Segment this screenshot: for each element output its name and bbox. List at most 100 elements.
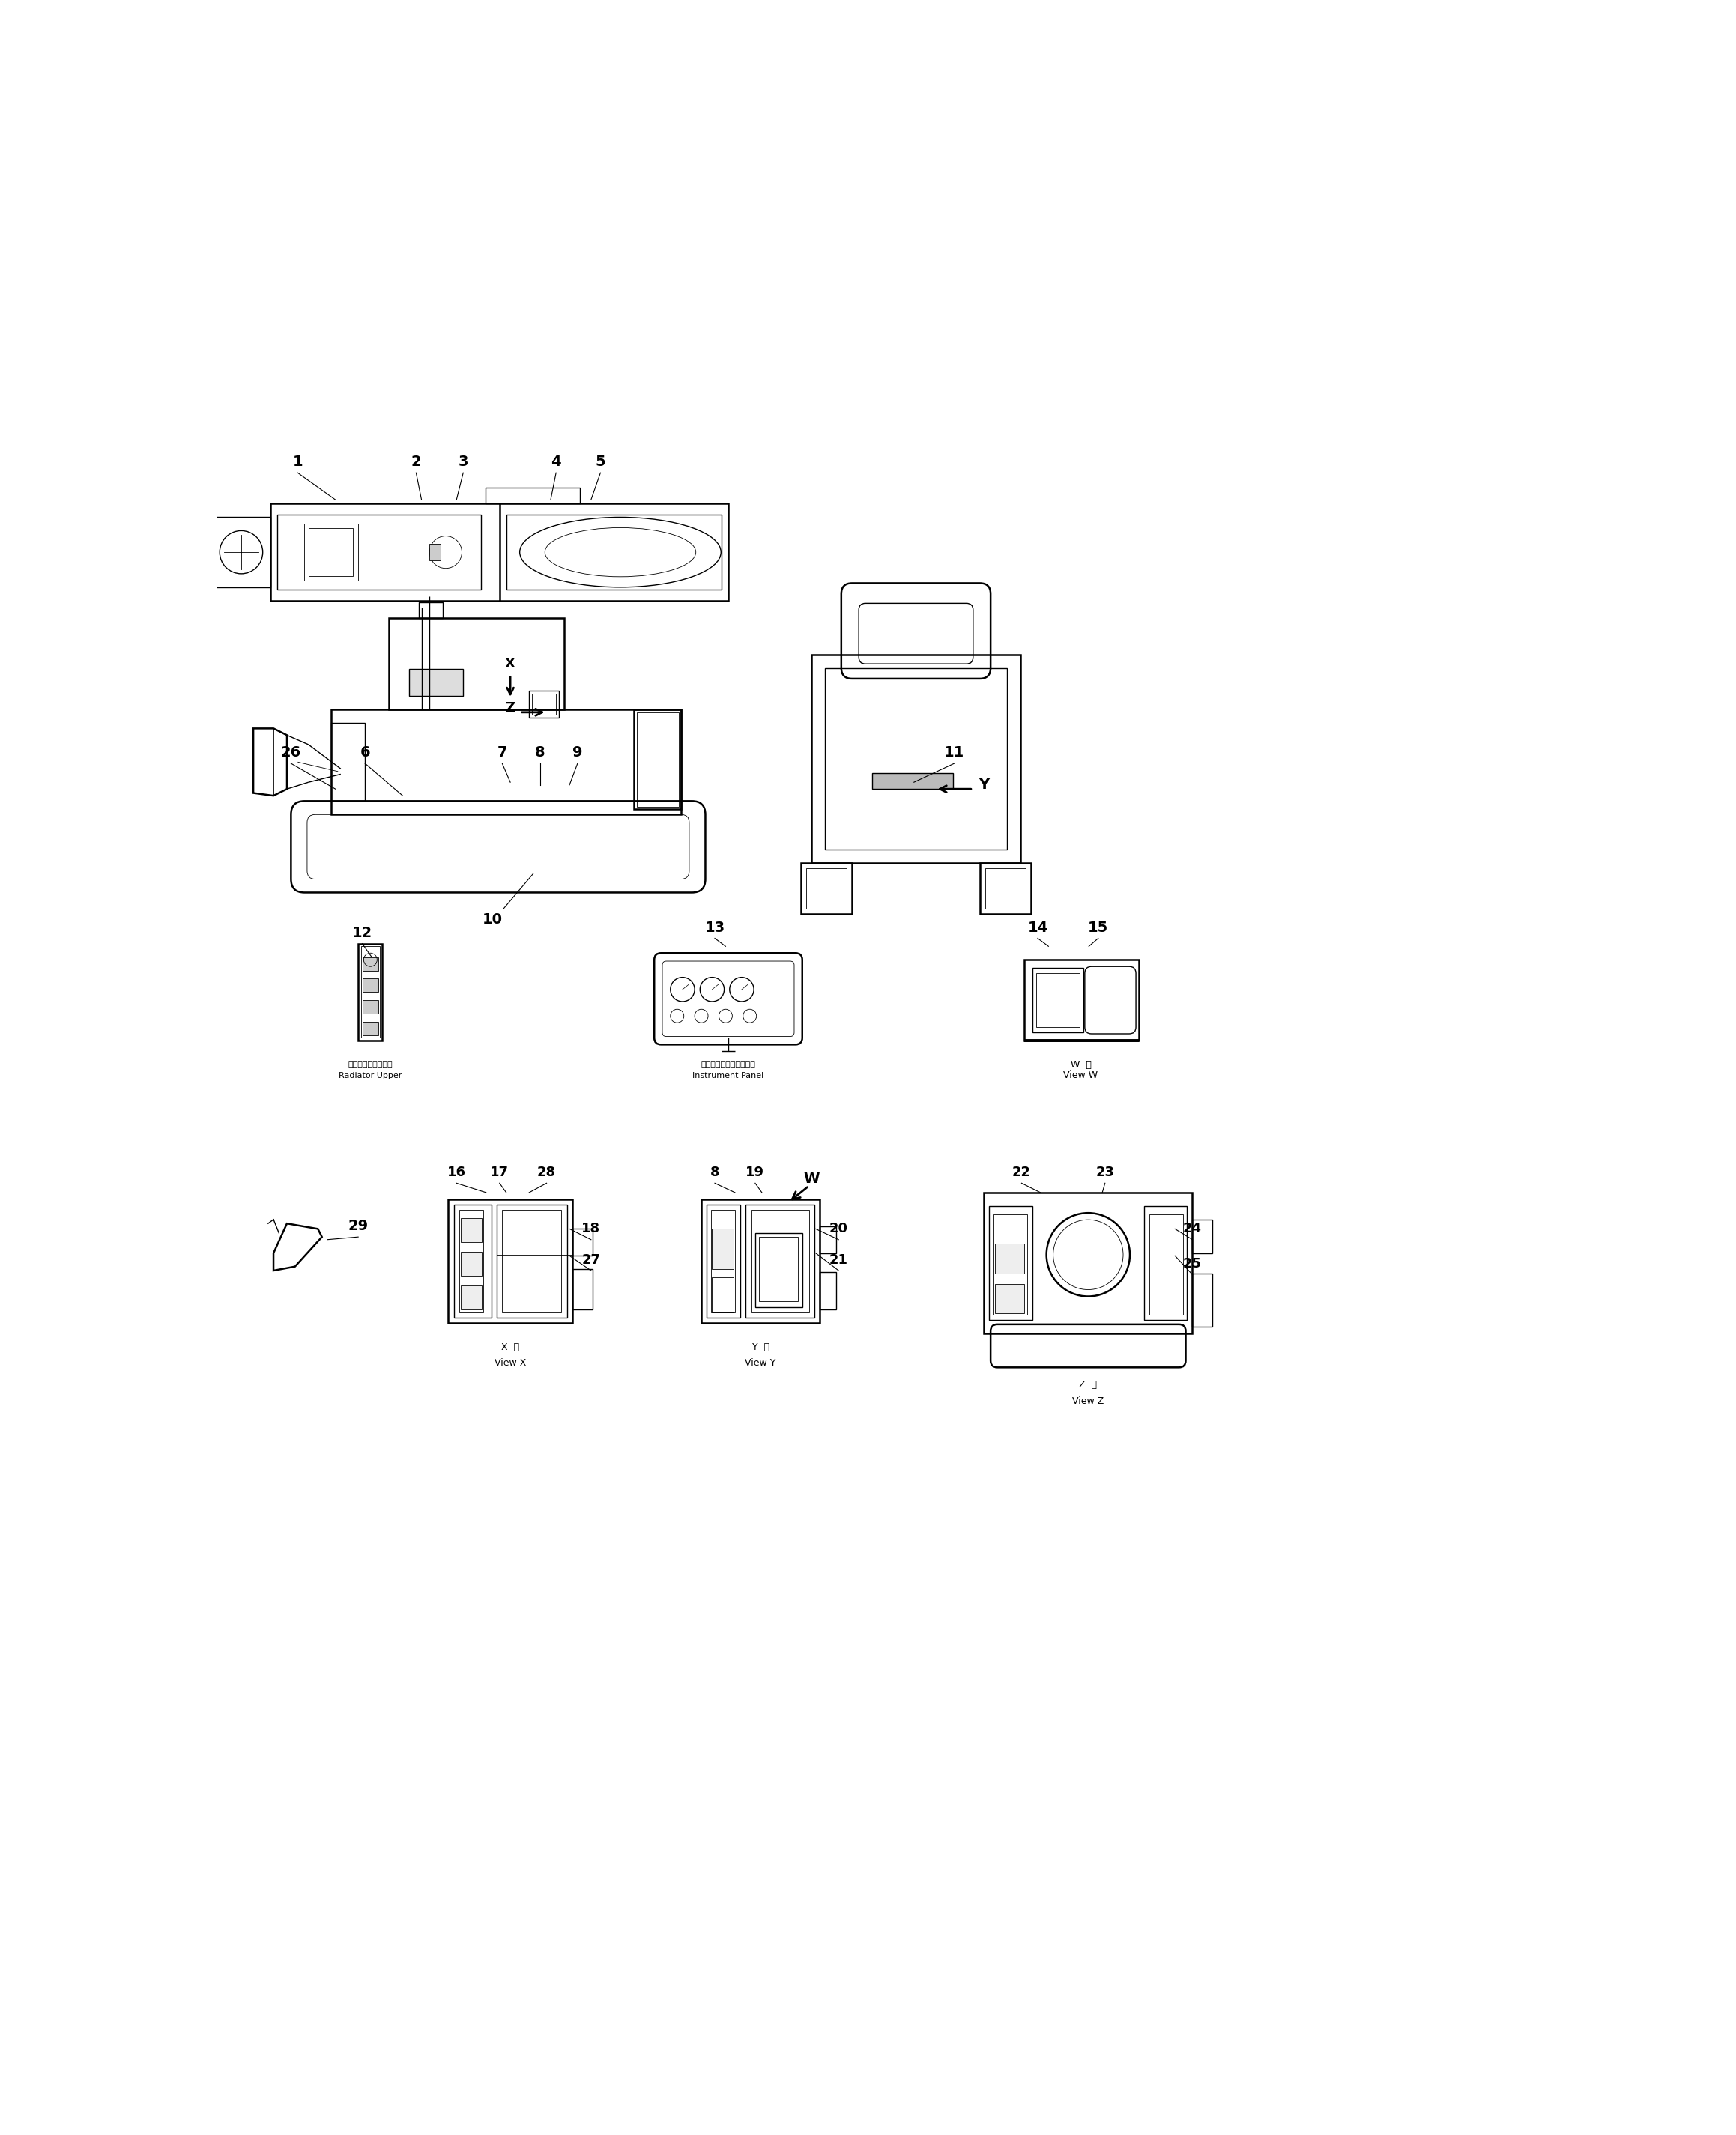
Bar <box>634 709 681 809</box>
Bar <box>486 487 580 504</box>
Text: Z: Z <box>505 702 516 715</box>
Text: 14: 14 <box>1028 920 1049 935</box>
Text: W  視: W 視 <box>1071 1059 1092 1070</box>
Bar <box>712 1277 734 1313</box>
Bar <box>752 1211 809 1313</box>
Bar <box>358 944 382 1040</box>
Bar <box>995 1283 1024 1313</box>
Text: W: W <box>804 1172 819 1187</box>
Text: ラジエータアッパー: ラジエータアッパー <box>347 1061 392 1068</box>
Text: View Z: View Z <box>1073 1396 1104 1405</box>
Text: 6: 6 <box>359 745 370 760</box>
Bar <box>410 668 464 696</box>
Bar <box>460 1211 483 1313</box>
Text: Instrument Panel: Instrument Panel <box>693 1072 764 1078</box>
Bar <box>990 1206 1033 1319</box>
Bar <box>1144 1206 1187 1319</box>
Text: 29: 29 <box>349 1219 368 1234</box>
Bar <box>460 1251 483 1277</box>
Text: View W: View W <box>1064 1070 1099 1080</box>
Bar <box>1036 974 1080 1027</box>
Text: 26: 26 <box>281 745 302 760</box>
Bar <box>453 1204 491 1317</box>
Bar <box>531 694 556 715</box>
Text: 18: 18 <box>582 1221 601 1236</box>
Bar <box>701 1200 819 1324</box>
Bar <box>332 709 681 816</box>
Bar <box>759 1236 799 1302</box>
Text: 9: 9 <box>573 745 583 760</box>
Text: Y: Y <box>979 777 990 792</box>
Bar <box>755 1232 802 1307</box>
Bar <box>502 1211 561 1313</box>
Text: 22: 22 <box>1012 1166 1031 1179</box>
Bar <box>712 1230 734 1268</box>
Bar <box>979 863 1031 914</box>
Bar <box>993 1215 1028 1315</box>
Bar <box>1193 1219 1212 1253</box>
Bar <box>573 1268 592 1309</box>
Text: 10: 10 <box>483 912 503 927</box>
Text: 7: 7 <box>496 745 507 760</box>
Bar <box>800 863 852 914</box>
Bar <box>825 668 1007 850</box>
Text: 12: 12 <box>352 927 373 939</box>
Text: Z  視: Z 視 <box>1080 1379 1097 1390</box>
Bar <box>746 1204 814 1317</box>
Bar <box>871 773 953 790</box>
Text: View Y: View Y <box>745 1358 776 1369</box>
Text: 16: 16 <box>448 1166 465 1179</box>
Bar <box>707 1204 740 1317</box>
Bar <box>1024 961 1139 1040</box>
Bar <box>271 504 729 600</box>
Bar <box>573 1230 592 1255</box>
Text: 25: 25 <box>1182 1258 1201 1270</box>
Bar <box>361 946 380 1038</box>
Text: X: X <box>505 658 516 670</box>
Text: 21: 21 <box>830 1253 847 1266</box>
Bar <box>363 956 378 971</box>
Bar <box>812 655 1021 863</box>
Bar <box>460 1285 483 1309</box>
Bar <box>304 523 358 581</box>
Text: View X: View X <box>495 1358 526 1369</box>
Bar <box>278 515 481 589</box>
Text: 2: 2 <box>411 455 422 470</box>
Bar <box>363 978 378 993</box>
Text: 4: 4 <box>550 455 561 470</box>
Bar <box>637 713 679 807</box>
Text: X  視: X 視 <box>502 1343 519 1351</box>
Bar <box>460 1219 483 1243</box>
Text: 8: 8 <box>535 745 545 760</box>
Bar <box>529 692 559 717</box>
Bar <box>1193 1272 1212 1328</box>
Bar <box>1149 1215 1182 1315</box>
Bar <box>363 999 378 1014</box>
Bar <box>214 517 271 587</box>
Bar <box>819 1225 835 1253</box>
Text: 1: 1 <box>293 455 302 470</box>
Bar <box>332 724 365 801</box>
Text: Radiator Upper: Radiator Upper <box>339 1072 403 1078</box>
Text: 27: 27 <box>582 1253 601 1266</box>
Text: 8: 8 <box>710 1166 719 1179</box>
Text: 24: 24 <box>1182 1221 1201 1236</box>
Bar <box>363 1023 378 1035</box>
Bar <box>986 869 1026 910</box>
Text: 11: 11 <box>944 745 965 760</box>
Bar <box>819 1272 835 1309</box>
Bar <box>496 1204 568 1317</box>
Text: 23: 23 <box>1095 1166 1115 1179</box>
Text: 19: 19 <box>746 1166 764 1179</box>
Bar <box>806 869 847 910</box>
Text: 5: 5 <box>595 455 606 470</box>
Bar <box>309 527 352 576</box>
Bar <box>1033 967 1083 1033</box>
Text: 28: 28 <box>536 1166 556 1179</box>
Bar <box>507 515 720 589</box>
Text: 15: 15 <box>1088 920 1109 935</box>
Bar <box>995 1243 1024 1272</box>
Bar <box>710 1211 734 1313</box>
Text: 13: 13 <box>705 920 726 935</box>
Bar <box>418 602 443 619</box>
